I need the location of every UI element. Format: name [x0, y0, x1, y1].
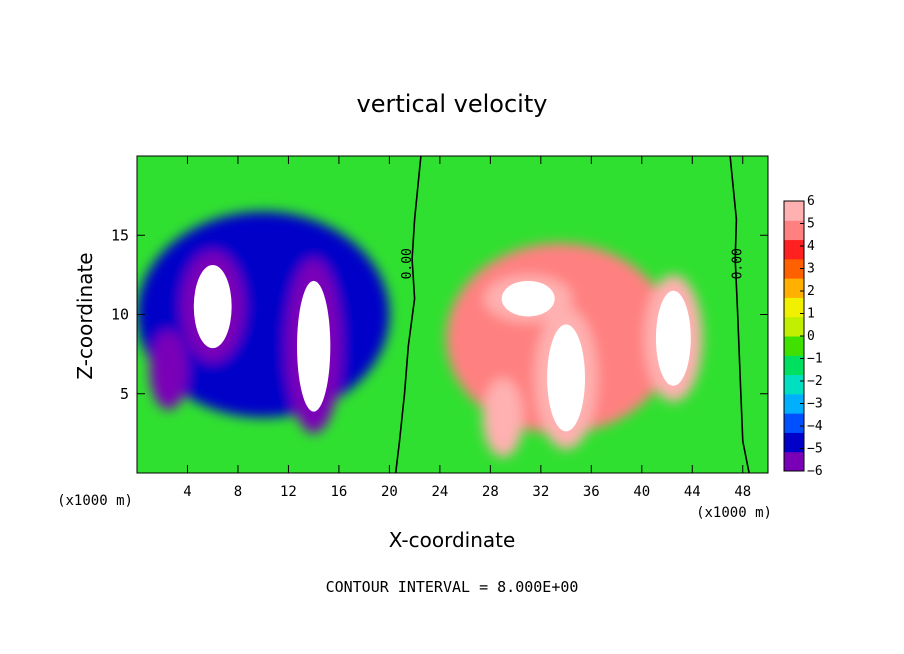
chart-title: vertical velocity [357, 90, 548, 118]
colorbar-tick-label: −4 [807, 419, 823, 434]
x-tick-label: 20 [381, 484, 398, 500]
colorbar-swatch [784, 220, 804, 241]
colorbar: 6 5 4 3 2 1 0 −1 −2 −3 −4 −5 −6 [783, 194, 823, 479]
colorbar-tick-label: 5 [807, 217, 815, 232]
colorbar-swatch [784, 258, 804, 279]
x-axis-label: X-coordinate [389, 528, 516, 552]
colorbar-swatch [784, 316, 804, 337]
zero-contour-line [729, 156, 750, 473]
velocity-field [137, 211, 703, 458]
x-tick-label: 28 [482, 484, 499, 500]
colorbar-swatch [784, 355, 804, 376]
colorbar-tick-label: −6 [807, 464, 823, 479]
colorbar-tick-label: −1 [807, 352, 823, 367]
y-axis-label: Z-coordinate [73, 252, 97, 379]
colorbar-swatch [784, 451, 804, 472]
contour-interval-footer: CONTOUR INTERVAL = 8.000E+00 [326, 578, 579, 596]
colorbar-swatch [784, 278, 804, 298]
y-axis: 5 10 15 [111, 226, 768, 403]
x-tick-label: 8 [234, 484, 242, 500]
saturated-core [655, 290, 691, 386]
plot-area: 0.00 0.00 [136, 155, 769, 474]
colorbar-tick-label: 0 [807, 329, 815, 344]
colorbar-tick-label: −5 [807, 442, 823, 457]
updraft-region [482, 377, 524, 458]
x-unit-label-right: (x1000 m) [696, 505, 772, 521]
x-tick-label: 16 [330, 484, 347, 500]
colorbar-tick-label: 1 [807, 307, 815, 322]
contour-label: 0.00 [400, 248, 415, 279]
colorbar-tick-label: −2 [807, 374, 823, 389]
colorbar-swatch [784, 297, 804, 318]
colorbar-tick-label: 6 [807, 194, 815, 209]
x-tick-label: 40 [633, 484, 650, 500]
contour-label: 0.00 [731, 248, 746, 279]
saturated-core [297, 280, 331, 412]
y-tick-label: 10 [111, 306, 129, 324]
zero-contour-line [394, 156, 422, 473]
x-tick-label: 36 [583, 484, 600, 500]
x-tick-label: 12 [280, 484, 297, 500]
zero-contours: 0.00 0.00 [394, 156, 750, 473]
colorbar-swatch [784, 374, 804, 395]
colorbar-swatch [784, 432, 804, 453]
colorbar-swatch [784, 393, 804, 414]
x-tick-label: 32 [532, 484, 549, 500]
downdraft-region [149, 330, 188, 410]
colorbar-tick-label: −3 [807, 397, 823, 412]
colorbar-tick-label: 2 [807, 284, 815, 299]
saturated-core [193, 264, 232, 349]
y-tick-label: 15 [111, 226, 129, 244]
colorbar-swatch [784, 336, 804, 356]
colorbar-swatch [784, 201, 804, 221]
saturated-core [501, 280, 555, 317]
colorbar-swatch [784, 239, 804, 260]
x-tick-label: 44 [684, 484, 701, 500]
x-tick-label: 48 [734, 484, 751, 500]
y-tick-label: 5 [120, 385, 129, 403]
colorbar-swatch [784, 413, 804, 433]
colorbar-tick-label: 4 [807, 239, 815, 254]
colorbar-tick-label: 3 [807, 262, 815, 277]
x-axis: 4 8 12 16 20 24 28 32 36 40 44 48 [183, 156, 751, 500]
saturated-core [547, 324, 586, 432]
x-unit-label-left: (x1000 m) [57, 493, 133, 509]
x-tick-label: 4 [183, 484, 191, 500]
x-tick-label: 24 [431, 484, 448, 500]
